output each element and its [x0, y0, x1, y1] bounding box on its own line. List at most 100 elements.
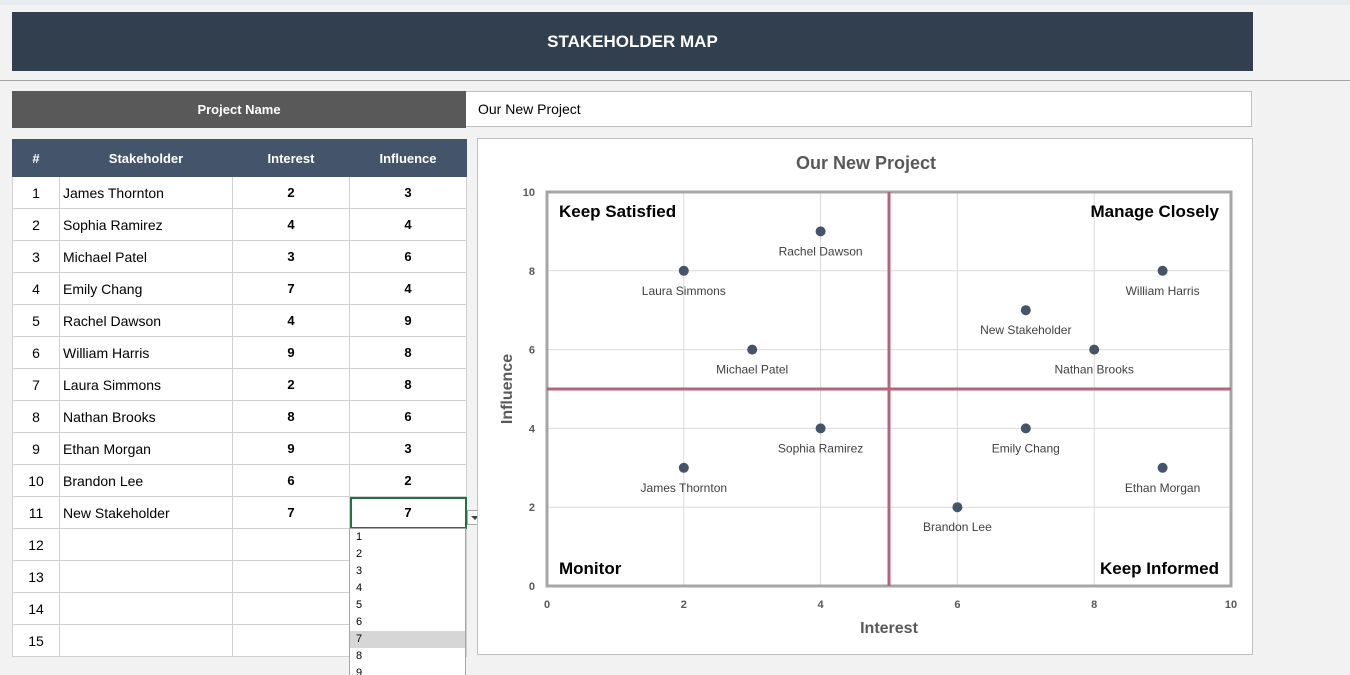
interest-cell[interactable]: 4 [232, 208, 350, 241]
influence-cell[interactable]: 6 [349, 240, 467, 273]
y-axis-label: Influence [499, 354, 516, 424]
table-row: 14 [12, 592, 467, 625]
influence-cell[interactable]: 4 [349, 272, 467, 305]
stakeholder-name-cell[interactable]: Sophia Ramirez [59, 208, 233, 241]
row-number-cell[interactable]: 13 [12, 560, 60, 593]
dropdown-option[interactable]: 5 [356, 599, 363, 611]
page-title: STAKEHOLDER MAP [12, 12, 1253, 71]
influence-cell[interactable]: 9 [349, 304, 467, 337]
interest-cell[interactable]: 2 [232, 176, 350, 209]
influence-cell[interactable]: 6 [349, 400, 467, 433]
x-tick-label: 10 [1225, 599, 1237, 611]
interest-cell[interactable]: 4 [232, 304, 350, 337]
row-number-cell[interactable]: 4 [12, 272, 60, 305]
stakeholder-name-cell[interactable]: Laura Simmons [59, 368, 233, 401]
x-tick-label: 8 [1091, 599, 1097, 611]
stakeholder-name-cell[interactable]: Brandon Lee [59, 464, 233, 497]
dropdown-option[interactable]: 2 [356, 548, 363, 560]
dropdown-option[interactable]: 1 [356, 531, 363, 543]
interest-cell[interactable]: 7 [232, 272, 350, 305]
dropdown-option[interactable]: 3 [356, 565, 363, 577]
row-number-cell[interactable]: 5 [12, 304, 60, 337]
dropdown-option[interactable]: 7 [350, 631, 465, 648]
table-row: 6 William Harris 9 8 [12, 336, 467, 369]
data-point-label: Sophia Ramirez [778, 441, 863, 455]
table-row: 8 Nathan Brooks 8 6 [12, 400, 467, 433]
interest-cell[interactable]: 9 [232, 432, 350, 465]
influence-cell[interactable]: 2 [349, 464, 467, 497]
interest-cell[interactable] [232, 528, 350, 561]
stakeholder-name-cell[interactable] [59, 624, 233, 657]
chart-svg: Our New Project 0 2 4 6 8 10 0 2 4 6 8 10 Interest Inf… [499, 153, 1237, 637]
data-point [1157, 265, 1168, 276]
row-number-cell[interactable]: 10 [12, 464, 60, 497]
interest-cell[interactable]: 9 [232, 336, 350, 369]
data-point-label: Rachel Dawson [779, 244, 863, 258]
interest-cell[interactable] [232, 560, 350, 593]
row-number-cell[interactable]: 6 [12, 336, 60, 369]
interest-cell[interactable]: 7 [232, 496, 350, 529]
stakeholder-name-cell[interactable]: New Stakeholder [59, 496, 233, 529]
row-number-cell[interactable]: 12 [12, 528, 60, 561]
data-point [678, 265, 689, 276]
stakeholder-name-cell[interactable] [59, 560, 233, 593]
interest-cell[interactable] [232, 624, 350, 657]
interest-cell[interactable]: 3 [232, 240, 350, 273]
stakeholder-name-cell[interactable]: Ethan Morgan [59, 432, 233, 465]
row-number-cell[interactable]: 7 [12, 368, 60, 401]
data-point [1089, 344, 1100, 355]
data-point-label: James Thornton [641, 481, 728, 495]
dropdown-option[interactable]: 8 [356, 650, 363, 662]
influence-cell[interactable]: 3 [349, 176, 467, 209]
dropdown-option[interactable]: 6 [356, 616, 363, 628]
table-row: 4 Emily Chang 7 4 [12, 272, 467, 305]
dropdown-option[interactable]: 4 [356, 582, 363, 594]
interest-cell[interactable]: 6 [232, 464, 350, 497]
y-tick-label: 10 [523, 187, 535, 199]
data-point [952, 502, 963, 513]
data-point-label: Nathan Brooks [1055, 363, 1134, 377]
stakeholder-name-cell[interactable]: William Harris [59, 336, 233, 369]
row-number-cell[interactable]: 2 [12, 208, 60, 241]
dropdown-option[interactable]: 9 [356, 667, 363, 675]
data-point [747, 344, 758, 355]
row-number-cell[interactable]: 15 [12, 624, 60, 657]
x-tick-label: 6 [954, 599, 960, 611]
data-point-label: William Harris [1126, 284, 1200, 298]
row-number-cell[interactable]: 9 [12, 432, 60, 465]
influence-cell[interactable]: 7 [349, 496, 467, 529]
influence-cell[interactable]: 8 [349, 368, 467, 401]
interest-cell[interactable]: 2 [232, 368, 350, 401]
table-row: 2 Sophia Ramirez 4 4 [12, 208, 467, 241]
table-row: 5 Rachel Dawson 4 9 [12, 304, 467, 337]
data-point-label: Laura Simmons [642, 284, 726, 298]
stakeholder-chart[interactable]: Our New Project 0 2 4 6 8 10 0 2 4 6 8 10 Interest Inf… [477, 138, 1253, 655]
row-number-cell[interactable]: 11 [12, 496, 60, 529]
data-point [1020, 423, 1031, 434]
stakeholder-name-cell[interactable] [59, 528, 233, 561]
row-number-cell[interactable]: 14 [12, 592, 60, 625]
row-number-cell[interactable]: 8 [12, 400, 60, 433]
stakeholder-name-cell[interactable]: Emily Chang [59, 272, 233, 305]
column-header-number: # [12, 139, 60, 177]
data-point [815, 423, 826, 434]
quadrant-label-monitor: Monitor [559, 559, 622, 578]
row-number-cell[interactable]: 3 [12, 240, 60, 273]
table-row: 9 Ethan Morgan 9 3 [12, 432, 467, 465]
stakeholder-name-cell[interactable]: Michael Patel [59, 240, 233, 273]
influence-cell[interactable]: 8 [349, 336, 467, 369]
row-number-cell[interactable]: 1 [12, 176, 60, 209]
stakeholder-name-cell[interactable]: Rachel Dawson [59, 304, 233, 337]
data-point [1157, 462, 1168, 473]
stakeholder-name-cell[interactable] [59, 592, 233, 625]
project-name-cell[interactable]: Our New Project [466, 91, 1252, 127]
interest-cell[interactable]: 8 [232, 400, 350, 433]
influence-cell[interactable]: 3 [349, 432, 467, 465]
y-tick-label: 0 [529, 581, 535, 593]
interest-cell[interactable] [232, 592, 350, 625]
y-tick-label: 8 [529, 266, 535, 278]
stakeholder-name-cell[interactable]: James Thornton [59, 176, 233, 209]
project-name-value: Our New Project [478, 101, 581, 117]
influence-cell[interactable]: 4 [349, 208, 467, 241]
stakeholder-name-cell[interactable]: Nathan Brooks [59, 400, 233, 433]
